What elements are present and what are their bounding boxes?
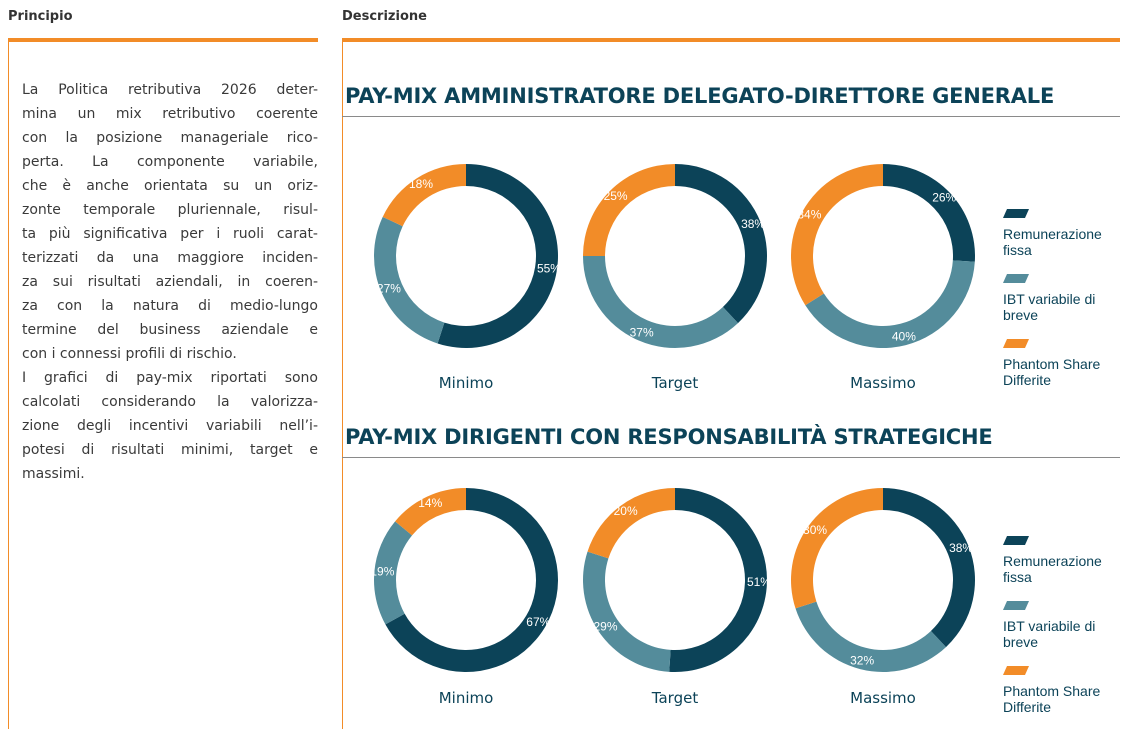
left-border [8,38,9,729]
legend-swatch [1003,601,1029,610]
section-title: PAY-MIX DIRIGENTI CON RESPONSABILITÀ STR… [345,425,993,449]
legend-label: Phantom Share Differite [1003,683,1101,715]
value-label: 20% [614,504,638,518]
donut-segment [583,256,738,349]
section-rule [342,457,1120,458]
column-header: Principio [8,9,73,24]
value-label: 29% [594,619,618,633]
value-label: 34% [797,208,821,222]
value-label: 51% [747,575,771,589]
text-line: za sui risultati aziendali, in coeren- [22,274,318,290]
section-rule [342,116,1120,117]
legend-label: Remunerazione fissa [1003,226,1102,258]
chart-label: Massimo [850,689,916,707]
chart-label: Massimo [850,374,916,392]
text-line: massimi. [22,466,85,482]
donut-segment [795,601,946,672]
text-line: con i connessi profili di rischio. [22,346,237,362]
value-label: 55% [537,261,561,275]
text-line: zione degli incentivi variabili nell’i- [22,418,318,434]
text-line: terizzati da una maggiore inciden- [22,250,318,266]
donut-segment [883,488,975,648]
section-title: PAY-MIX AMMINISTRATORE DELEGATO-DIRETTOR… [345,84,1055,108]
value-label: 37% [630,325,654,339]
donut-segment [437,164,559,349]
legend-label: IBT variabile di breve [1003,291,1096,323]
donut-segment [669,488,767,672]
column-header: Descrizione [342,9,427,24]
donut-segment [883,164,975,262]
legend-swatch [1003,339,1029,348]
legend-label: Remunerazione fissa [1003,553,1102,585]
text-line: termine del business aziendale e [22,322,318,338]
value-label: 32% [850,654,874,668]
legend-swatch [1003,666,1029,675]
donut-segment [791,164,883,306]
text-line: calcolati considerando la valorizza- [22,394,318,410]
donut-segment [395,488,466,536]
donut-segment [583,164,675,256]
left-rule [8,38,318,42]
value-label: 14% [418,496,442,510]
legend-label: Phantom Share Differite [1003,356,1101,388]
text-line: con la posizione manageriale rico- [22,130,318,146]
donut-segment [374,216,445,344]
chart-label: Minimo [438,374,494,392]
legend-swatch [1003,536,1029,545]
legend-swatch [1003,274,1029,283]
text-line: perta. La componente variabile, [22,154,318,170]
chart-label: Target [651,374,699,392]
donut-segment [791,488,883,609]
right-border [342,38,343,729]
text-line: za con la natura di medio-lungo [22,298,318,314]
value-label: 38% [949,541,973,555]
value-label: 40% [892,330,916,344]
value-label: 30% [803,523,827,537]
value-label: 27% [377,282,401,296]
value-label: 19% [370,564,394,578]
text-line: I grafici di pay-mix riportati sono [22,370,318,386]
donut-segment [587,488,675,559]
text-line: ta più significativa per i ruoli carat- [22,226,318,242]
legend-swatch [1003,209,1029,218]
value-label: 26% [932,191,956,205]
legend-label: IBT variabile di breve [1003,618,1096,650]
right-rule [342,38,1120,42]
text-line: che è anche orientata su un oriz- [22,178,318,194]
donut-segment [583,551,671,672]
value-label: 25% [604,189,628,203]
chart-label: Minimo [438,689,494,707]
donut-segment [374,521,413,625]
text-line: potesi di risultati minimi, target e [22,442,318,458]
text-line: La Politica retributiva 2026 deter- [22,82,318,98]
value-label: 67% [526,615,550,629]
value-label: 18% [409,177,433,191]
chart-label: Target [651,689,699,707]
donut-segment [805,260,975,349]
text-line: zonte temporale pluriennale, risul- [22,202,318,218]
donut-segment [675,164,767,324]
donut-segment [382,164,466,227]
value-label: 38% [741,217,765,231]
text-line: mina un mix retributivo coerente [22,106,318,122]
